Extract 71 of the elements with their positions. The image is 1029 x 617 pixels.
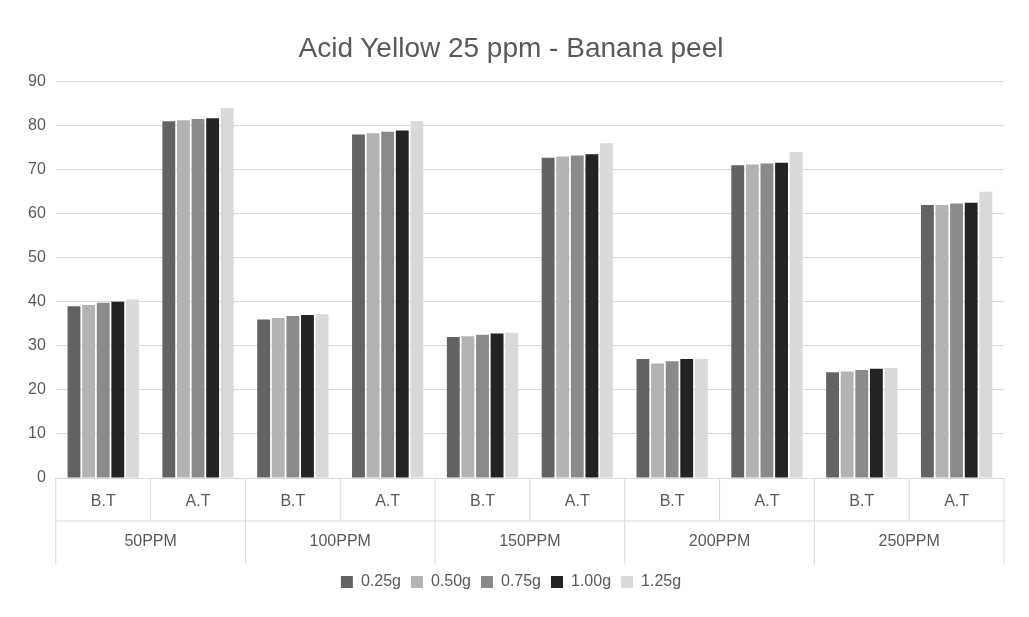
x-tick-label: B.T xyxy=(280,492,306,510)
y-tick-label: 40 xyxy=(28,292,46,310)
bar xyxy=(840,371,854,478)
bar xyxy=(395,130,409,478)
bar xyxy=(191,119,205,478)
bar xyxy=(271,318,285,478)
bar xyxy=(301,315,314,478)
x-tick-label: A.T xyxy=(375,492,401,510)
x-tick-label: A.T xyxy=(185,492,211,510)
y-tick-label: 80 xyxy=(28,116,46,134)
bar xyxy=(731,165,745,478)
bar xyxy=(490,333,504,478)
bar xyxy=(745,164,759,478)
bar xyxy=(680,359,694,478)
y-tick-label: 20 xyxy=(28,380,46,398)
legend-label: 1.25g xyxy=(641,572,682,590)
bar xyxy=(206,118,220,478)
bar xyxy=(67,306,81,478)
bar xyxy=(96,302,110,478)
x-tick-label: B.T xyxy=(659,492,685,510)
x-tick-label: A.T xyxy=(754,492,780,510)
bar xyxy=(541,157,555,478)
bar xyxy=(935,204,949,478)
bar xyxy=(476,334,489,478)
bar xyxy=(826,372,839,478)
bar xyxy=(920,204,934,478)
text: 50PPM xyxy=(124,532,177,550)
x-tick-label: A.T xyxy=(944,492,970,510)
text: 250PPM xyxy=(878,532,940,550)
bar xyxy=(665,361,679,478)
y-tick-label: 60 xyxy=(28,204,46,222)
legend-label: 0.50g xyxy=(430,572,471,590)
bar xyxy=(585,154,599,478)
bar xyxy=(381,131,395,478)
y-tick-label: 10 xyxy=(28,424,46,442)
bar xyxy=(636,359,650,478)
bar xyxy=(366,133,380,478)
bar xyxy=(257,319,271,478)
bar xyxy=(286,315,300,478)
bar xyxy=(111,301,125,478)
chart-title: Acid Yellow 25 ppm - Banana peel xyxy=(298,31,724,63)
y-tick-label: 70 xyxy=(28,160,46,178)
y-tick-label: 0 xyxy=(36,468,46,486)
bar xyxy=(570,155,584,478)
x-tick-label: B.T xyxy=(470,492,496,510)
bar xyxy=(651,363,664,478)
text: 150PPM xyxy=(499,532,561,550)
y-tick-label: 30 xyxy=(28,336,46,354)
text: 100PPM xyxy=(309,532,371,550)
bar xyxy=(352,134,365,478)
bar xyxy=(760,163,774,478)
y-tick-label: 50 xyxy=(28,248,46,266)
bar xyxy=(855,370,869,478)
bar xyxy=(950,203,964,478)
bar xyxy=(869,368,883,478)
bar xyxy=(82,304,96,478)
text: 200PPM xyxy=(688,532,751,550)
x-tick-label: B.T xyxy=(849,492,875,510)
bar xyxy=(162,121,176,478)
y-tick-label: 90 xyxy=(28,72,46,90)
x-tick-label: A.T xyxy=(564,492,590,510)
bar xyxy=(775,162,788,478)
legend-label: 0.75g xyxy=(500,572,542,590)
legend-label: 0.25g xyxy=(360,572,401,590)
bar xyxy=(556,156,570,478)
bar xyxy=(964,202,978,478)
bar xyxy=(177,120,190,478)
bar xyxy=(446,337,460,478)
x-tick-label: B.T xyxy=(90,492,116,510)
legend-label: 1.00g xyxy=(571,572,612,590)
bar xyxy=(461,336,475,478)
